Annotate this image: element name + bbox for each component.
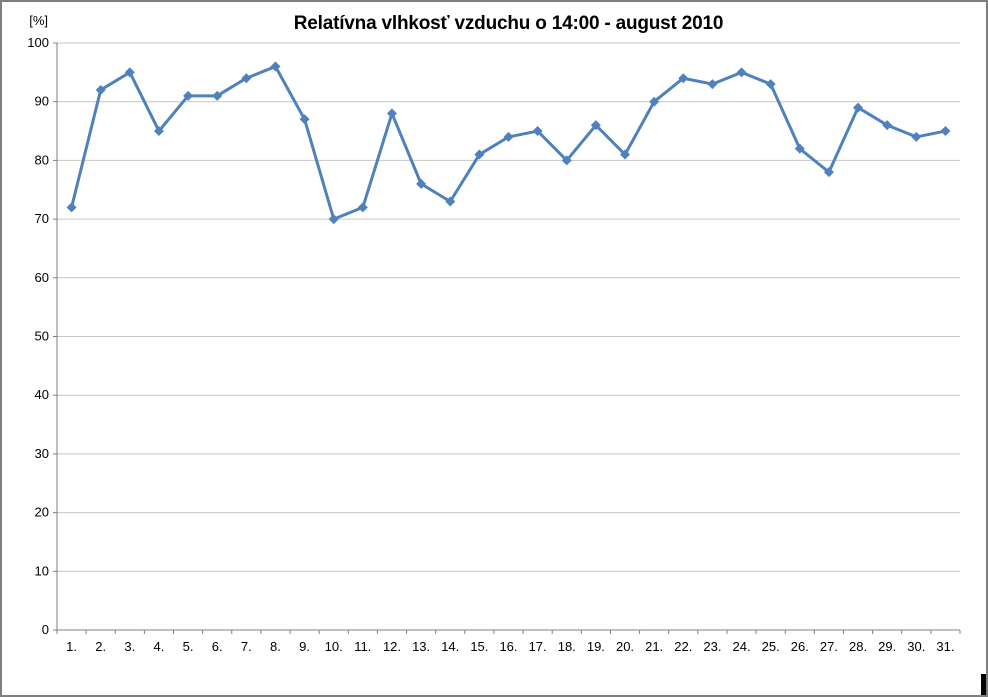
data-point-marker <box>532 126 543 137</box>
data-point-marker <box>561 155 572 166</box>
x-tick-label: 25. <box>762 639 780 654</box>
data-point-marker <box>95 84 106 95</box>
x-tick-label: 18. <box>558 639 576 654</box>
x-tick-label: 31. <box>936 639 954 654</box>
data-point-marker <box>707 79 718 90</box>
y-axis-unit-label: [%] <box>29 13 48 28</box>
x-tick-label: 8. <box>270 639 281 654</box>
x-tick-label: 2. <box>95 639 106 654</box>
data-point-marker <box>153 126 164 137</box>
x-tick-label: 4. <box>154 639 165 654</box>
x-tick-label: 24. <box>732 639 750 654</box>
x-tick-label: 21. <box>645 639 663 654</box>
y-tick-label: 0 <box>42 622 49 637</box>
x-tick-label: 12. <box>383 639 401 654</box>
y-tick-label: 20 <box>35 505 49 520</box>
humidity-series-line <box>70 64 947 221</box>
x-tick-label: 13. <box>412 639 430 654</box>
y-tick-label: 100 <box>27 35 49 50</box>
x-tick-label: 1. <box>66 639 77 654</box>
data-point-marker <box>620 149 631 160</box>
data-point-marker <box>474 149 485 160</box>
x-tick-label: 6. <box>212 639 223 654</box>
x-tick-label: 29. <box>878 639 896 654</box>
data-point-marker <box>823 167 834 178</box>
data-point-marker <box>386 108 397 119</box>
x-tick-label: 5. <box>183 639 194 654</box>
x-tick-label: 10. <box>325 639 343 654</box>
x-tick-label: 26. <box>791 639 809 654</box>
x-tick-label: 16. <box>499 639 517 654</box>
x-tick-label: 15. <box>470 639 488 654</box>
data-point-marker <box>853 102 864 113</box>
data-point-marker <box>445 196 456 207</box>
data-point-marker <box>911 131 922 142</box>
data-point-marker <box>736 67 747 78</box>
data-point-marker <box>940 126 951 137</box>
x-tick-label: 23. <box>703 639 721 654</box>
chart-title: Relatívna vlhkosť vzduchu o 14:00 - augu… <box>293 13 724 34</box>
data-point-marker <box>124 67 135 78</box>
data-point-marker <box>357 202 368 213</box>
x-tick-label: 27. <box>820 639 838 654</box>
data-point-marker <box>299 114 310 125</box>
data-point-marker <box>590 120 601 131</box>
x-tick-label: 17. <box>529 639 547 654</box>
x-tick-label: 7. <box>241 639 252 654</box>
y-tick-label: 40 <box>35 387 49 402</box>
data-point-marker <box>503 131 514 142</box>
data-point-marker <box>270 61 281 72</box>
x-tick-label: 19. <box>587 639 605 654</box>
y-tick-label: 90 <box>35 94 49 109</box>
x-tick-label: 20. <box>616 639 634 654</box>
x-tick-label: 28. <box>849 639 867 654</box>
y-tick-label: 30 <box>35 446 49 461</box>
x-tick-label: 9. <box>299 639 310 654</box>
data-point-marker <box>241 73 252 84</box>
data-point-marker <box>649 96 660 107</box>
x-tick-label: 22. <box>674 639 692 654</box>
y-tick-label: 50 <box>35 329 49 344</box>
data-point-marker <box>212 90 223 101</box>
x-tick-label: 14. <box>441 639 459 654</box>
data-point-marker <box>678 73 689 84</box>
x-tick-label: 30. <box>907 639 925 654</box>
data-point-marker <box>765 79 776 90</box>
cursor-artifact <box>981 674 986 695</box>
data-point-marker <box>416 178 427 189</box>
x-tick-label: 3. <box>124 639 135 654</box>
y-tick-label: 60 <box>35 270 49 285</box>
y-tick-label: 10 <box>35 563 49 578</box>
data-point-marker <box>882 120 893 131</box>
data-point-marker <box>66 202 77 213</box>
y-tick-label: 80 <box>35 152 49 167</box>
data-point-marker <box>183 90 194 101</box>
y-tick-label: 70 <box>35 211 49 226</box>
data-point-marker <box>328 214 339 225</box>
x-tick-label: 11. <box>354 639 371 654</box>
data-point-marker <box>794 143 805 154</box>
